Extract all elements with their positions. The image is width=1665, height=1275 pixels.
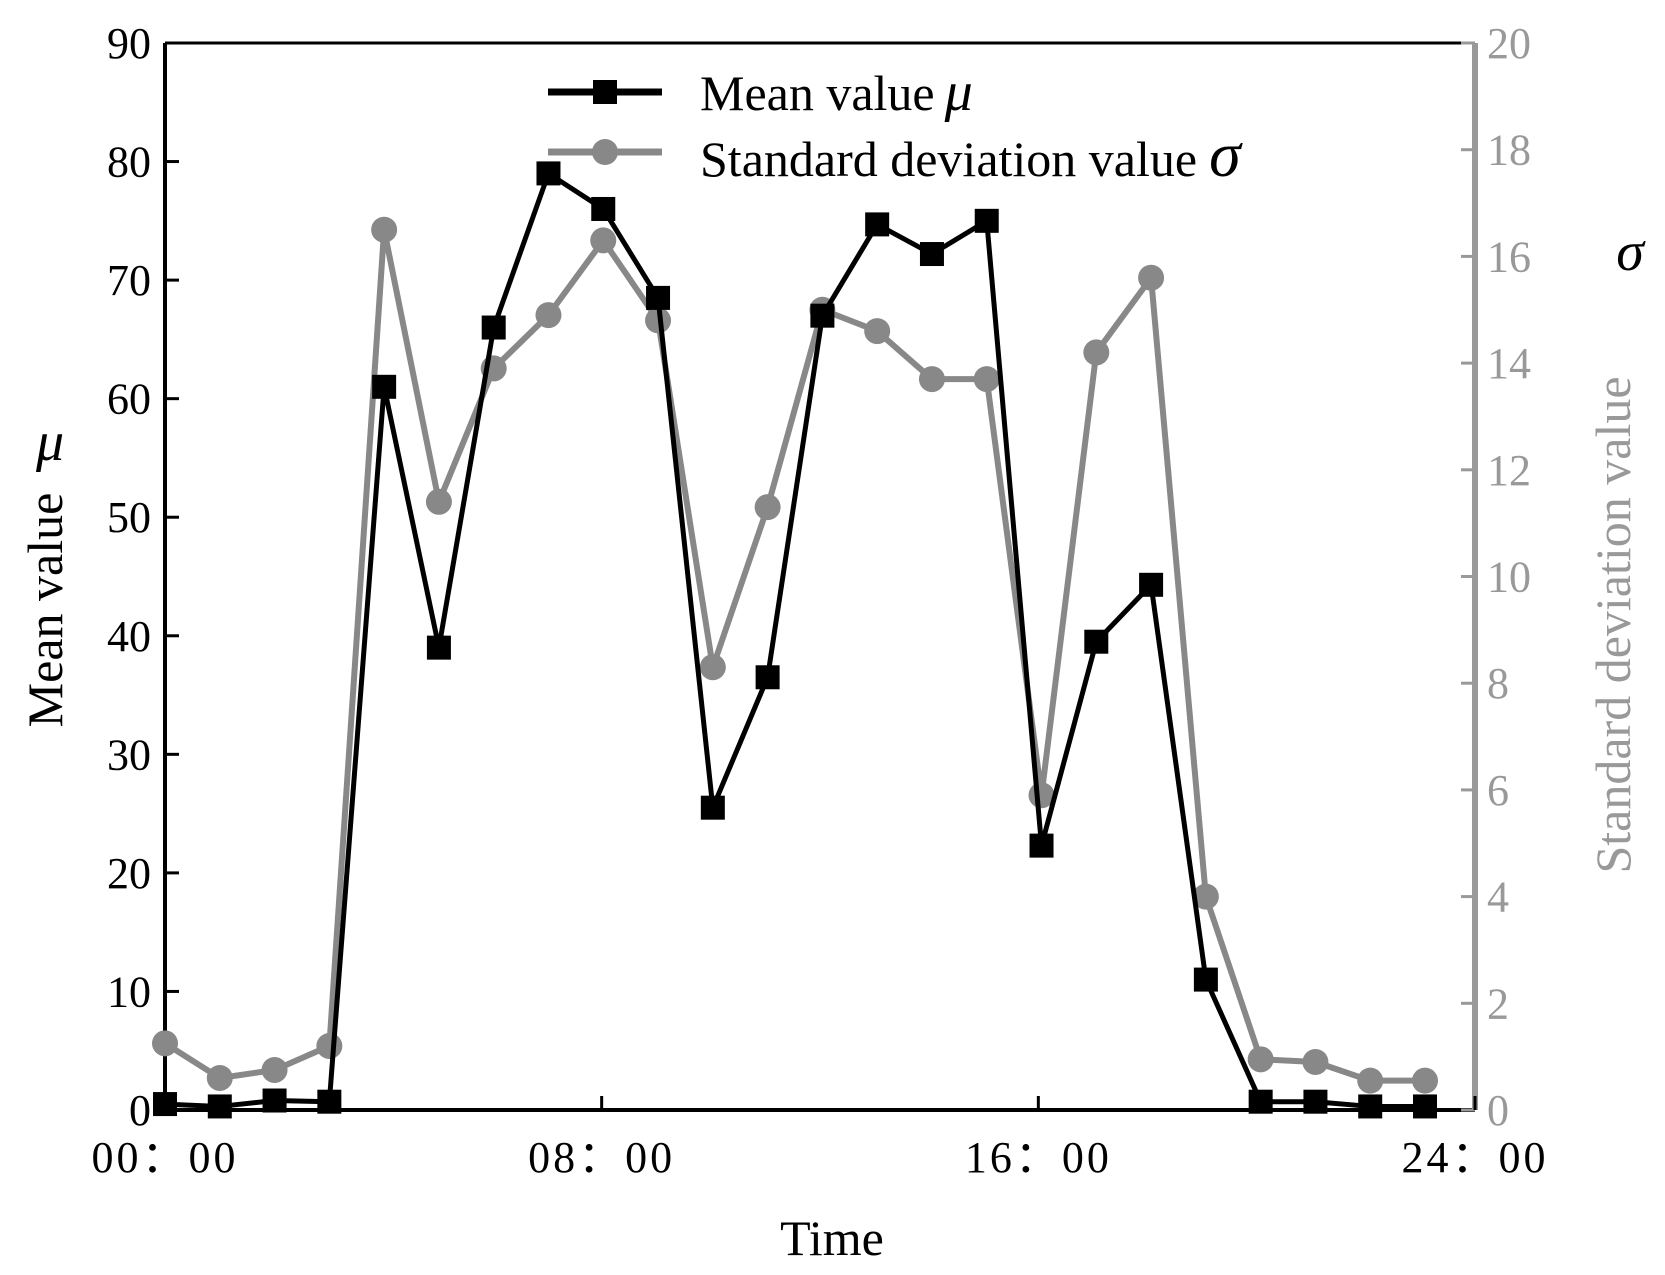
std-point (918, 366, 945, 393)
y-left-tick-label: 50 (107, 493, 151, 542)
mean-point (1358, 1094, 1383, 1119)
std-series-line (163, 226, 1425, 1084)
y-left-tick-label: 70 (107, 256, 151, 305)
mean-point (1413, 1094, 1437, 1119)
std-point (1412, 1067, 1438, 1094)
legend-mean-label-text: Mean value (700, 65, 935, 121)
mean-point (646, 285, 671, 310)
y-right-tick-label: 14 (1487, 339, 1531, 388)
mean-point (919, 242, 944, 267)
y-left-tick-label: 90 (107, 19, 151, 68)
mean-point (700, 795, 725, 820)
std-point (699, 654, 726, 681)
y-right-tick-label: 8 (1487, 659, 1509, 708)
std-point (973, 366, 1000, 393)
y-right-tick-label: 20 (1487, 19, 1531, 68)
std-point (1357, 1067, 1384, 1094)
y-right-tick-label: 18 (1487, 126, 1531, 175)
x-tick-label: 24：00 (1402, 1133, 1549, 1182)
y-right-tick-label: 16 (1487, 232, 1531, 281)
right-axis-title: Standard deviation value (1585, 376, 1641, 873)
mean-point (317, 1089, 342, 1114)
right-axis-title-symbol: σ (1616, 221, 1646, 283)
mean-point (810, 303, 835, 328)
left-axis-title-text: Mean value (17, 493, 73, 728)
left-axis-title: Mean value (17, 493, 73, 728)
legend: Mean value μ Standard deviation value σ (548, 61, 1243, 190)
tick-labels: 0 10 20 30 40 50 60 70 80 90 0 2 4 6 8 10 12 14 16 18 20 00：0… (92, 19, 1549, 1182)
x-tick-label: 08：00 (528, 1133, 675, 1182)
y-left-tick-label: 0 (129, 1086, 151, 1135)
mean-point (591, 196, 616, 221)
y-left-tick-label: 60 (107, 375, 151, 424)
y-left-tick-label: 10 (107, 967, 151, 1016)
mean-point (755, 665, 780, 690)
legend-std-marker (592, 139, 618, 165)
mean-point (372, 374, 397, 399)
mean-point (1248, 1089, 1273, 1114)
mean-point (153, 1092, 177, 1117)
x-tick-label: 16：00 (965, 1133, 1112, 1182)
std-point (1302, 1048, 1329, 1075)
left-axis-title-symbol: μ (35, 411, 64, 473)
mean-point (1193, 967, 1218, 992)
std-point (1138, 264, 1165, 291)
legend-std-label-text: Standard deviation value (700, 131, 1197, 187)
std-point (152, 1030, 178, 1057)
y-left-tick-label: 30 (107, 730, 151, 779)
mean-point (865, 212, 890, 237)
mean-series-line (164, 170, 1425, 1109)
y-left-tick-label: 20 (107, 849, 151, 898)
y-left-tick-label: 80 (107, 138, 151, 187)
mean-point (481, 315, 506, 340)
legend-std-symbol: σ (1209, 119, 1243, 190)
std-point (206, 1064, 233, 1091)
y-right-tick-label: 4 (1487, 873, 1509, 922)
legend-mean-marker (593, 80, 617, 104)
y-right-tick-label: 2 (1487, 979, 1509, 1028)
std-point (1083, 339, 1110, 366)
ticks (163, 41, 1477, 1112)
x-axis-title: Time (780, 1210, 884, 1266)
y-right-tick-label: 0 (1487, 1086, 1509, 1135)
legend-mean-symbol: μ (944, 61, 973, 123)
legend-std-label: Standard deviation value σ (700, 119, 1243, 190)
y-right-tick-label: 12 (1487, 446, 1531, 495)
mean-point (207, 1094, 232, 1119)
mean-series (153, 161, 1437, 1119)
y-left-tick-label: 40 (107, 612, 151, 661)
mean-point (262, 1088, 287, 1113)
mean-point (536, 161, 561, 186)
std-point (535, 302, 562, 329)
right-axis-title-text: Standard deviation value (1585, 376, 1641, 873)
mean-point (1139, 572, 1164, 597)
mean-point (1303, 1089, 1328, 1114)
std-point (864, 318, 891, 345)
mean-point (1029, 833, 1054, 858)
std-point (1192, 883, 1219, 910)
y-right-tick-label: 6 (1487, 766, 1509, 815)
x-tick-label: 00：00 (92, 1133, 239, 1182)
mean-point (1084, 629, 1109, 654)
y-right-tick-label: 10 (1487, 553, 1531, 602)
std-point (316, 1032, 343, 1059)
std-point (754, 494, 781, 521)
std-series (152, 216, 1438, 1094)
std-point (261, 1056, 288, 1083)
std-point (371, 216, 398, 243)
std-point (425, 488, 452, 515)
mean-point (426, 635, 451, 660)
legend-mean-label: Mean value μ (700, 61, 973, 123)
std-point (1247, 1046, 1274, 1073)
std-point (590, 227, 617, 254)
mean-point (974, 208, 999, 233)
